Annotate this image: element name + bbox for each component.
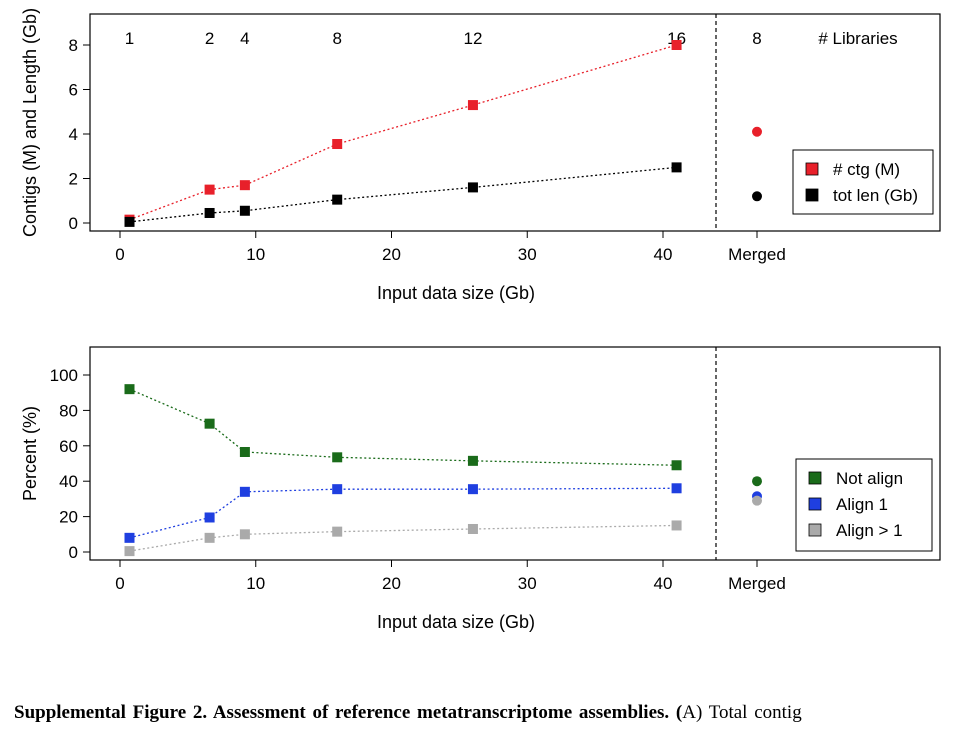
data-point-a-0: [671, 40, 682, 50]
x-tick-label-merged-a: Merged: [728, 245, 786, 264]
data-point-a-0: [467, 100, 478, 111]
y-tick-label-b: 0: [69, 543, 78, 562]
data-point-b-0: [332, 452, 343, 463]
x-tick-label-b: 10: [246, 574, 265, 593]
y-tick-label-b: 40: [59, 472, 78, 491]
x-tick-label-a: 20: [382, 245, 401, 264]
merged-point-b-0: [752, 476, 762, 487]
x-tick-label-a: 0: [115, 245, 124, 264]
data-point-a-0: [204, 184, 215, 195]
x-tick-label-b: 0: [115, 574, 124, 593]
caption-text: A) Total contig: [682, 702, 802, 723]
figure-caption: Supplemental Figure 2. Assessment of ref…: [14, 702, 944, 724]
library-count-label: 4: [240, 29, 249, 48]
x-tick-label-b: 40: [654, 574, 673, 593]
y-tick-label-a: 0: [69, 214, 78, 233]
data-point-b-2: [467, 523, 478, 534]
data-point-b-2: [239, 529, 250, 540]
data-point-b-2: [204, 532, 215, 543]
x-axis-label-b: Input data size (Gb): [377, 612, 535, 632]
library-count-label: 12: [463, 29, 482, 48]
y-tick-label-a: 8: [69, 36, 78, 55]
y-tick-label-a: 2: [69, 170, 78, 189]
library-count-label: 8: [332, 29, 341, 48]
y-tick-label-b: 20: [59, 508, 78, 527]
x-tick-label-a: 10: [246, 245, 265, 264]
series-line-b-1: [129, 487, 677, 539]
y-tick-label-b: 80: [59, 401, 78, 420]
data-point-a-1: [467, 182, 478, 193]
y-tick-label-a: 4: [69, 125, 78, 144]
y-tick-label-b: 60: [59, 437, 78, 456]
data-point-b-1: [239, 486, 250, 497]
data-point-b-0: [239, 446, 250, 457]
data-point-b-0: [671, 460, 682, 471]
legend-label-a-1: tot len (Gb): [833, 186, 918, 205]
legend-label-a-0: # ctg (M): [833, 160, 900, 179]
y-axis-label-b: Percent (%): [20, 406, 40, 501]
legend-label-b-0: Not align: [836, 469, 903, 488]
libraries-title: # Libraries: [818, 29, 897, 48]
legend-label-b-1: Align 1: [836, 495, 888, 514]
x-tick-label-a: 40: [654, 245, 673, 264]
panel-b-chart: 0 10 20 30 40 Merged 0 20 40 60 80 100 Input data si…: [20, 346, 941, 632]
x-tick-label-merged-b: Merged: [728, 574, 786, 593]
legend-swatch-b-1: [808, 497, 822, 511]
x-tick-label-b: 20: [382, 574, 401, 593]
data-point-b-0: [467, 455, 478, 466]
legend-swatch-a-1: [805, 188, 819, 202]
legend-swatch-a-0: [805, 162, 819, 176]
series-line-b-0: [129, 388, 677, 466]
data-point-b-0: [204, 418, 215, 429]
data-point-a-1: [124, 216, 135, 227]
data-point-a-0: [239, 180, 250, 191]
data-point-b-2: [671, 520, 682, 531]
panel-a-chart: 0 10 20 30 40 Merged 0 2 4 6 8 Input data size (Gb)…: [20, 8, 941, 303]
data-point-b-2: [332, 526, 343, 537]
y-tick-label-b: 100: [50, 366, 78, 385]
data-point-b-0: [124, 384, 135, 395]
series-line-a-0: [129, 44, 677, 221]
y-tick-label-a: 6: [69, 81, 78, 100]
x-tick-label-b: 30: [518, 574, 537, 593]
legend-swatch-b-2: [808, 523, 822, 537]
merged-point-b-2: [752, 495, 762, 506]
data-point-b-1: [671, 483, 682, 494]
plot-frame-a: [89, 13, 941, 232]
data-point-a-0: [332, 139, 343, 150]
legend-box-a: [792, 149, 934, 215]
merged-point-a-0: [752, 126, 762, 137]
data-point-b-1: [332, 484, 343, 495]
series-line-a-1: [129, 166, 677, 223]
data-point-a-1: [204, 207, 215, 218]
data-point-b-1: [124, 532, 135, 543]
y-axis-label-a: Contigs (M) and Length (Gb): [20, 8, 40, 237]
library-count-merged: 8: [752, 29, 761, 48]
legend-swatch-b-0: [808, 471, 822, 485]
caption-bold: Supplemental Figure 2. Assessment of ref…: [14, 702, 683, 723]
data-point-b-1: [467, 484, 478, 495]
data-point-b-1: [204, 512, 215, 523]
data-point-a-1: [332, 194, 343, 205]
series-line-b-2: [129, 524, 677, 552]
x-axis-label-a: Input data size (Gb): [377, 283, 535, 303]
data-point-b-2: [124, 546, 135, 557]
x-tick-label-a: 30: [518, 245, 537, 264]
merged-point-a-1: [752, 191, 762, 202]
plot-frame-b: [89, 346, 941, 561]
data-point-a-1: [239, 205, 250, 216]
legend-label-b-2: Align > 1: [836, 521, 903, 540]
library-count-label: 2: [205, 29, 214, 48]
data-point-a-1: [671, 162, 682, 173]
library-count-label: 1: [125, 29, 134, 48]
